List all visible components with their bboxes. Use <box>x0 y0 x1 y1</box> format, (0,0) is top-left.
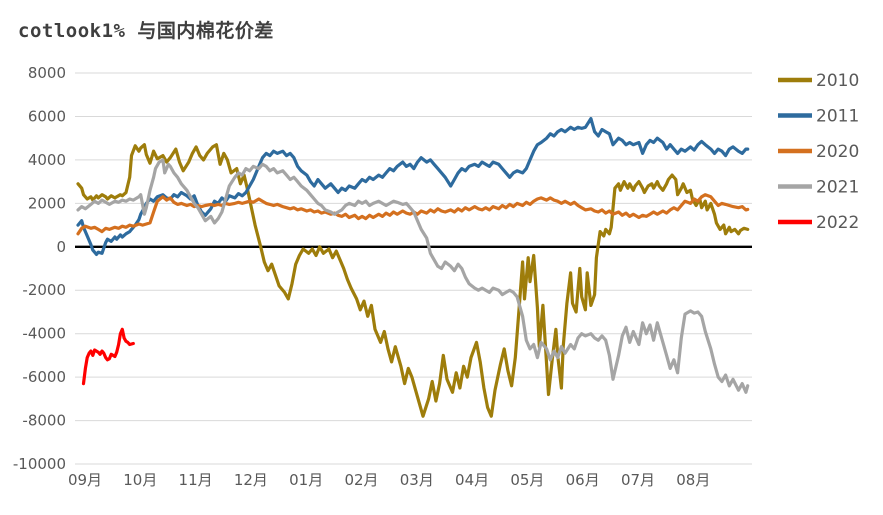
legend-label-2011: 2011 <box>816 107 859 127</box>
x-axis-label: 10月 <box>123 471 157 489</box>
x-axis-label: 07月 <box>621 471 655 489</box>
series-line-2010 <box>76 143 750 418</box>
x-axis-label: 03月 <box>400 471 434 489</box>
x-axis-label: 01月 <box>289 471 323 489</box>
series-line-2021 <box>76 158 750 394</box>
x-axis-label: 12月 <box>234 471 268 489</box>
y-axis-tick-label: 6000 <box>28 108 66 126</box>
x-axis-label: 09月 <box>68 471 102 489</box>
x-axis-label: 02月 <box>344 471 378 489</box>
y-axis-tick-label: 4000 <box>28 151 66 169</box>
y-axis-tick-label: 8000 <box>28 64 66 82</box>
series-line-2022 <box>81 327 135 386</box>
x-axis-label: 11月 <box>179 471 213 489</box>
y-axis-tick-label: 2000 <box>28 194 66 212</box>
legend-label-2010: 2010 <box>816 71 859 91</box>
x-axis-label: 08月 <box>676 471 710 489</box>
y-axis-tick-label: -6000 <box>22 368 66 386</box>
legend-label-2022: 2022 <box>816 213 859 233</box>
series-line-2020 <box>76 193 750 236</box>
x-axis-label: 04月 <box>455 471 489 489</box>
y-axis-tick-label: 0 <box>56 238 66 256</box>
y-axis-tick-label: -4000 <box>22 325 66 343</box>
legend-label-2021: 2021 <box>816 178 859 198</box>
y-axis-tick-label: -8000 <box>22 412 66 430</box>
y-axis-tick-label: -2000 <box>22 281 66 299</box>
legend-label-2020: 2020 <box>816 142 859 162</box>
y-axis-tick-label: -10000 <box>13 455 66 473</box>
x-axis-label: 05月 <box>510 471 544 489</box>
chart-title: cotlook1% 与国内棉花价差 <box>18 20 274 42</box>
x-axis-label: 06月 <box>566 471 600 489</box>
